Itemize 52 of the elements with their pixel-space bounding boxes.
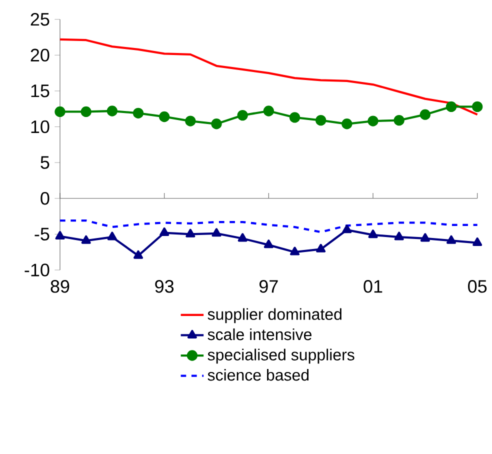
point — [54, 106, 66, 118]
point — [263, 106, 274, 116]
point — [237, 110, 248, 121]
point — [81, 235, 91, 244]
point — [159, 111, 170, 122]
point — [472, 101, 483, 112]
point — [316, 114, 326, 126]
y-tick-label: 5 — [40, 156, 50, 169]
y-tick-label: -10 — [24, 264, 50, 276]
point — [211, 118, 222, 130]
point — [132, 108, 144, 118]
point — [472, 237, 482, 246]
point — [80, 106, 92, 118]
y-tick-label: 10 — [31, 120, 50, 134]
point — [290, 246, 300, 256]
point — [107, 232, 117, 240]
point — [264, 240, 274, 248]
point — [185, 116, 196, 126]
x-tick-label: 93 — [155, 280, 174, 293]
point — [133, 250, 144, 259]
point — [160, 227, 170, 236]
point — [420, 109, 431, 120]
point — [342, 224, 352, 234]
legend-label: science based — [208, 368, 309, 381]
legend-label: scale intensive — [208, 328, 312, 340]
point — [368, 230, 378, 238]
point — [446, 101, 457, 112]
point — [368, 116, 378, 126]
y-tick-label: 15 — [31, 84, 50, 98]
point — [238, 233, 248, 242]
point — [289, 112, 300, 123]
point — [212, 228, 222, 237]
y-tick-label: 0 — [40, 192, 50, 205]
x-tick-label: 01 — [364, 280, 382, 293]
point — [394, 232, 404, 240]
point — [316, 244, 326, 252]
point — [420, 233, 430, 242]
point — [55, 231, 65, 240]
legend-label: specialised suppliers — [208, 348, 354, 364]
point — [106, 106, 118, 116]
point — [446, 235, 456, 244]
legend-label: supplier dominated — [208, 308, 342, 324]
line-series — [58, 38, 478, 116]
y-tick-label: 20 — [30, 48, 50, 62]
y-tick-label: -5 — [34, 228, 50, 240]
x-tick-label: 89 — [50, 280, 70, 293]
x-tick-label: 05 — [468, 280, 487, 293]
point — [342, 118, 352, 130]
point — [394, 114, 404, 126]
x-tick-label: 97 — [259, 280, 278, 293]
y-tick-label: 25 — [30, 12, 50, 26]
point — [186, 228, 196, 238]
